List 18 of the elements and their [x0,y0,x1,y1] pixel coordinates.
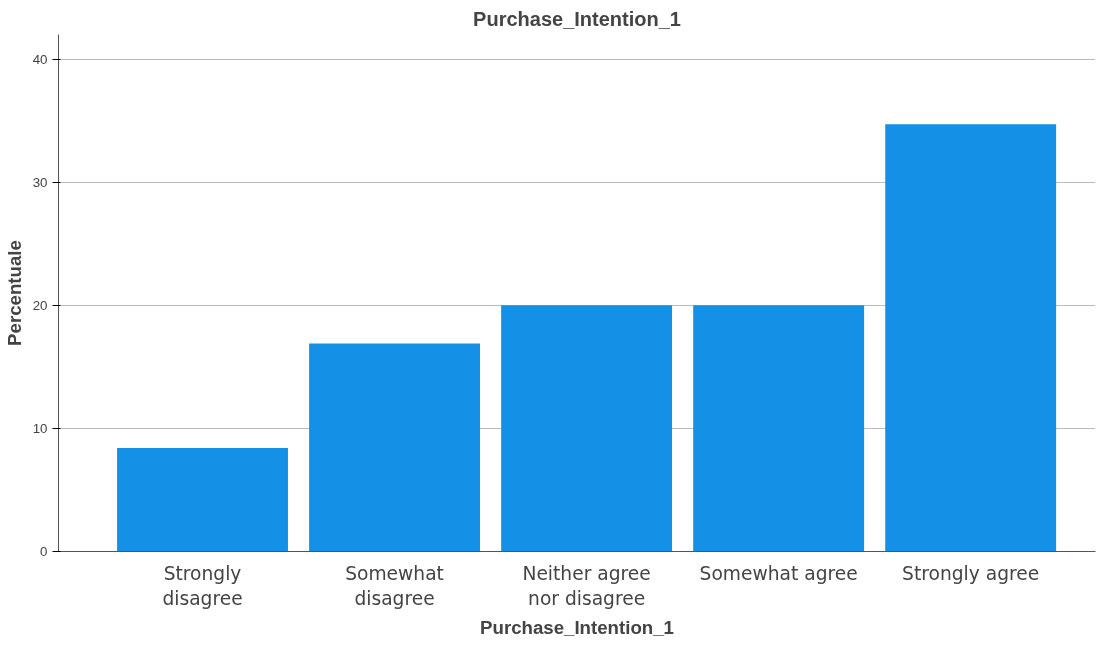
y-tick-label: 30 [32,174,48,190]
y-tick-label: 20 [32,297,48,313]
x-tick-label: Somewhat agree [699,562,858,584]
y-tick-label: 10 [32,420,48,436]
x-tick-label: Neither agree nor disagree [522,562,651,609]
bar [501,305,673,552]
y-tick-label: 0 [40,544,48,559]
x-axis-title: Purchase_Intention_1 [480,616,674,638]
chart-title: Purchase_Intention_1 [473,7,681,30]
bar [117,448,288,552]
x-tick-label: Somewhat disagree [345,562,444,609]
bar [309,343,481,552]
y-tick-label: 40 [32,51,48,67]
y-axis-title: Percentuale [3,240,25,346]
bar [885,124,1057,552]
bar [693,305,865,552]
x-tick-label: Strongly agree [902,562,1040,584]
x-tick-label: Strongly disagree [162,562,243,609]
